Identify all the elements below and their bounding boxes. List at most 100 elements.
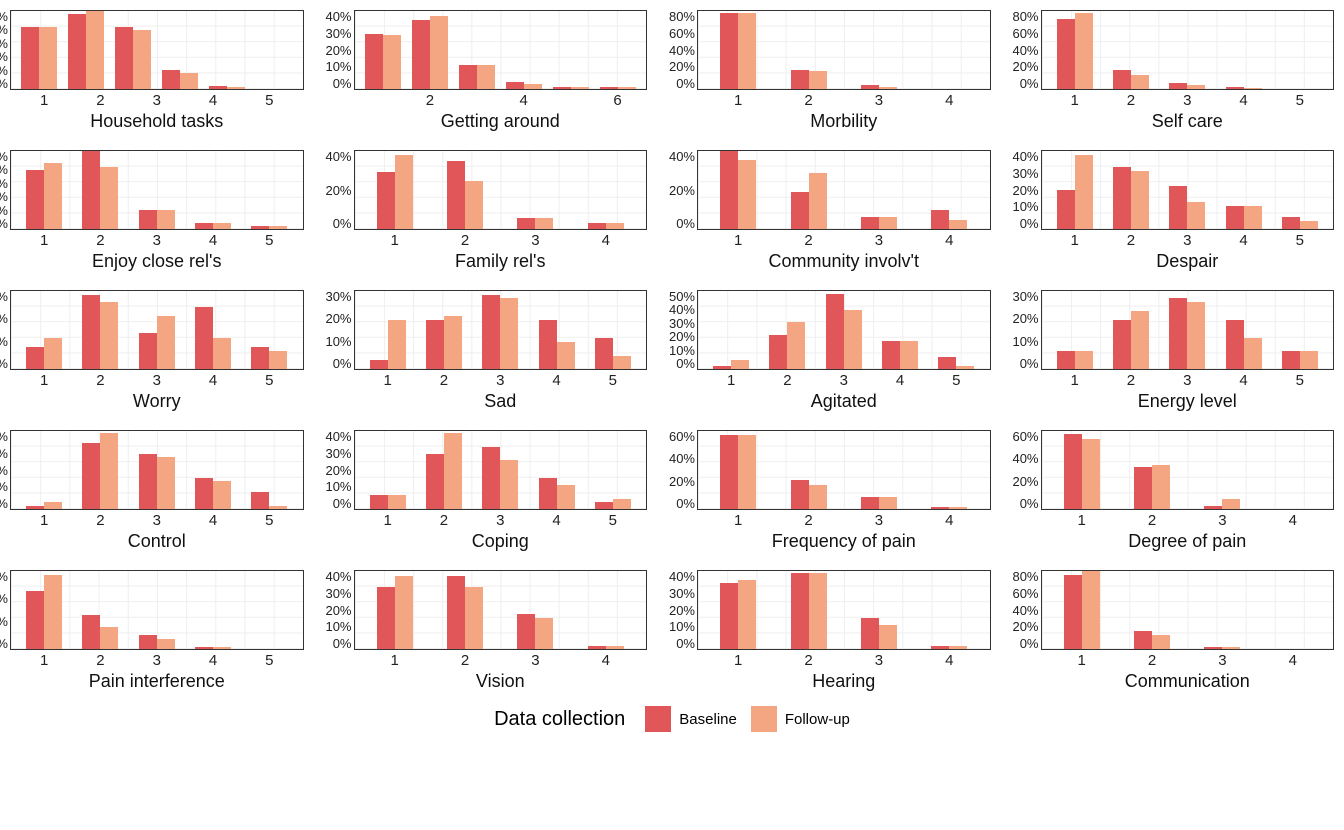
- bar: [213, 223, 231, 229]
- chart-panel: 40%30%20%10%0%246Getting around: [354, 10, 648, 132]
- bar: [1187, 85, 1205, 89]
- x-tick: [453, 92, 500, 109]
- x-tick: 2: [773, 92, 843, 109]
- chart-plot-area: [1041, 430, 1335, 510]
- bar: [809, 173, 827, 229]
- x-tick: 1: [16, 372, 72, 389]
- y-axis: 40%30%20%10%0%: [312, 570, 352, 650]
- chart-plot-area: [10, 290, 304, 370]
- chart-plot-area: [354, 430, 648, 510]
- x-tick: 4: [185, 512, 241, 529]
- y-tick: 80%: [669, 10, 695, 23]
- y-tick: 80%: [1012, 10, 1038, 23]
- bar: [1226, 320, 1244, 369]
- x-axis: 12345: [10, 370, 304, 389]
- x-tick: 4: [872, 372, 928, 389]
- bar: [949, 507, 967, 509]
- y-tick: 10%: [325, 335, 351, 348]
- x-tick: 4: [528, 372, 584, 389]
- x-tick: 4: [185, 232, 241, 249]
- x-tick: 5: [241, 652, 297, 669]
- bar: [82, 295, 100, 369]
- y-tick: 40%: [669, 452, 695, 465]
- y-tick: 30%: [0, 447, 8, 460]
- x-axis: 12345: [1041, 90, 1335, 109]
- x-tick: 3: [844, 652, 914, 669]
- chart-panel: 60%40%20%0%1234Degree of pain: [1041, 430, 1335, 552]
- bar: [447, 161, 465, 229]
- chart-plot-area: [1041, 150, 1335, 230]
- x-axis: 12345: [10, 510, 304, 529]
- panel-title: Vision: [476, 671, 525, 692]
- bar: [383, 35, 401, 89]
- y-tick: 30%: [0, 37, 8, 50]
- bar: [139, 210, 157, 229]
- bar: [412, 20, 430, 89]
- bar: [447, 576, 465, 649]
- y-axis: 50%40%30%20%10%0%: [0, 10, 8, 90]
- bar: [787, 322, 805, 369]
- y-tick: 40%: [669, 150, 695, 163]
- x-tick: 1: [16, 232, 72, 249]
- bar: [1113, 320, 1131, 369]
- bar: [1064, 575, 1082, 649]
- y-axis: 60%40%20%0%: [0, 570, 8, 650]
- y-tick: 20%: [669, 184, 695, 197]
- panel-title: Self care: [1152, 111, 1223, 132]
- y-tick: 50%: [0, 150, 8, 163]
- swatch-baseline: [645, 706, 671, 732]
- bar: [1064, 434, 1082, 509]
- panel-title: Getting around: [441, 111, 560, 132]
- x-tick: 5: [241, 232, 297, 249]
- bar: [809, 573, 827, 649]
- legend: Data collection Baseline Follow-up: [10, 706, 1334, 732]
- bar: [388, 495, 406, 509]
- bar: [500, 460, 518, 509]
- legend-label-followup: Follow-up: [785, 711, 850, 728]
- y-tick: 30%: [325, 27, 351, 40]
- chart-plot-area: [1041, 10, 1335, 90]
- y-tick: 0%: [0, 77, 8, 90]
- chart-plot-area: [10, 150, 304, 230]
- y-tick: 30%: [669, 317, 695, 330]
- y-tick: 20%: [0, 615, 8, 628]
- x-axis: 12345: [10, 230, 304, 249]
- y-tick: 20%: [1012, 620, 1038, 633]
- bar: [377, 587, 395, 649]
- bar: [213, 647, 231, 649]
- bar: [879, 497, 897, 509]
- x-tick: 1: [703, 92, 773, 109]
- y-axis: 30%20%10%0%: [999, 290, 1039, 370]
- y-tick: 30%: [0, 290, 8, 303]
- x-axis: 1234: [697, 650, 991, 669]
- y-tick: 30%: [325, 587, 351, 600]
- x-tick: 1: [1047, 372, 1103, 389]
- bar: [157, 210, 175, 229]
- x-tick: [547, 92, 594, 109]
- x-tick: 3: [129, 92, 185, 109]
- x-tick: 6: [594, 92, 641, 109]
- y-tick: 40%: [669, 570, 695, 583]
- bar: [931, 646, 949, 649]
- y-axis: 40%30%20%10%0%: [999, 150, 1039, 230]
- x-tick: 1: [703, 372, 759, 389]
- bar: [44, 502, 62, 509]
- chart-plot-area: [697, 10, 991, 90]
- bar: [720, 583, 738, 649]
- bar: [524, 84, 542, 89]
- chart-plot-area: [354, 10, 648, 90]
- bar: [938, 357, 956, 369]
- y-tick: 20%: [0, 50, 8, 63]
- bar: [879, 217, 897, 229]
- x-tick: 2: [1103, 92, 1159, 109]
- x-tick: 4: [528, 512, 584, 529]
- bar: [388, 320, 406, 369]
- bar: [557, 342, 575, 369]
- x-tick: 3: [129, 512, 185, 529]
- chart-panel: 50%40%30%20%10%0%12345Household tasks: [10, 10, 304, 132]
- bar: [861, 618, 879, 649]
- bar: [44, 163, 62, 229]
- bar: [251, 492, 269, 509]
- y-axis: 80%60%40%20%0%: [655, 10, 695, 90]
- bar: [1169, 298, 1187, 369]
